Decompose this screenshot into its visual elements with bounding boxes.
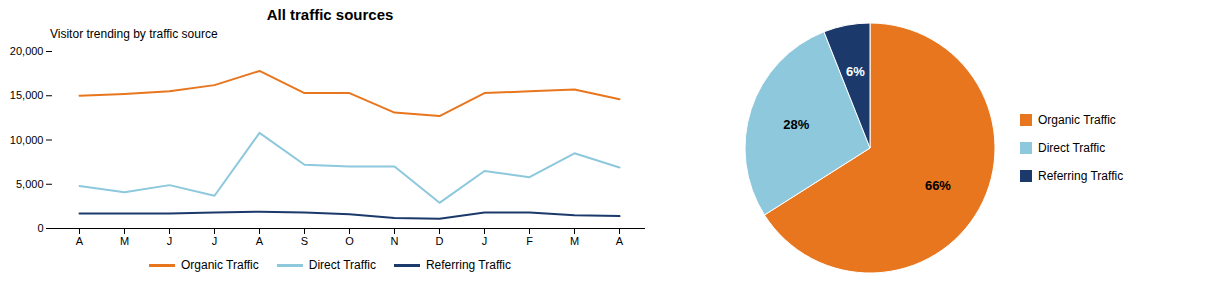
svg-text:20,000: 20,000 — [10, 45, 44, 57]
html-text:Referring Traffic: Referring Traffic — [425, 258, 511, 272]
svg-text:10,000: 10,000 — [10, 134, 44, 146]
svg-text:A: A — [76, 235, 84, 247]
svg-text:A: A — [616, 235, 624, 247]
svg-text:M: M — [570, 235, 579, 247]
svg-text:66%: 66% — [925, 177, 951, 192]
svg-text:J: J — [167, 235, 173, 247]
html-text:Direct Traffic: Direct Traffic — [1038, 140, 1106, 155]
svg-text:J: J — [212, 235, 218, 247]
svg-text:O: O — [345, 235, 354, 247]
html-text:All traffic sources: All traffic sources — [266, 6, 394, 23]
svg-text:M: M — [120, 235, 129, 247]
svg-text:5,000: 5,000 — [16, 178, 44, 190]
svg-text:N: N — [391, 235, 399, 247]
svg-text:J: J — [482, 235, 488, 247]
svg-text:S: S — [301, 235, 308, 247]
html-text:Referring Traffic: Referring Traffic — [1038, 168, 1124, 183]
svg-text:0: 0 — [37, 222, 43, 234]
svg-text:A: A — [256, 235, 264, 247]
html-text:Direct Traffic: Direct Traffic — [308, 258, 376, 272]
svg-text:D: D — [436, 235, 444, 247]
html-text:Organic Traffic: Organic Traffic — [181, 258, 259, 272]
svg-text:28%: 28% — [783, 116, 809, 131]
svg-text:15,000: 15,000 — [10, 89, 44, 101]
svg-text:6%: 6% — [846, 64, 865, 79]
svg-text:F: F — [526, 235, 533, 247]
html-text:Visitor trending by traffic so: Visitor trending by traffic source — [50, 27, 218, 41]
html-text:Organic Traffic: Organic Traffic — [1038, 112, 1116, 127]
